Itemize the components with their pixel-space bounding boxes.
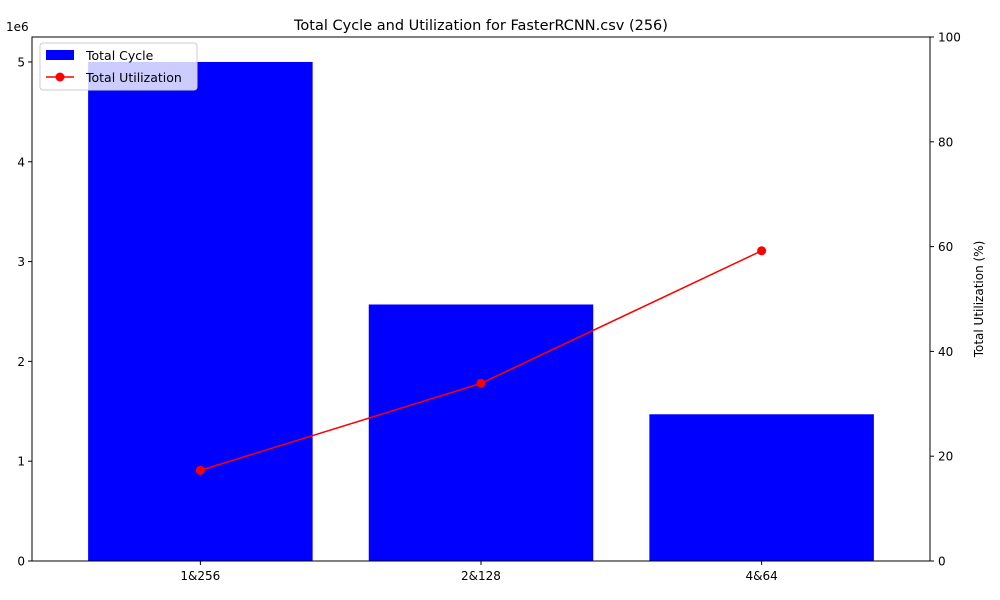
bar-total-cycle xyxy=(88,61,313,561)
right-axis-label: Total Utilization (%) xyxy=(972,241,986,359)
left-y-tick-label: 2 xyxy=(17,355,25,369)
x-tick-label: 4&64 xyxy=(745,569,777,583)
legend: Total Cycle Total Utilization xyxy=(39,42,198,91)
bars-layer xyxy=(88,61,874,561)
left-y-tick-label: 0 xyxy=(17,555,25,569)
left-y-tick-label: 4 xyxy=(17,155,25,169)
x-tick-label: 1&256 xyxy=(180,569,220,583)
line-layer xyxy=(195,246,767,475)
bar-total-cycle xyxy=(368,304,594,561)
legend-label-total-cycle: Total Cycle xyxy=(85,48,154,63)
right-y-tick-label: 60 xyxy=(938,240,953,254)
right-y-tick-label: 40 xyxy=(938,345,953,359)
right-y-tick-label: 100 xyxy=(938,31,961,45)
right-y-tick-label: 80 xyxy=(938,135,953,149)
x-axis: 1&256 2&128 4&64 xyxy=(180,561,778,583)
point-total-utilization xyxy=(476,378,486,388)
point-total-utilization xyxy=(195,465,205,475)
point-total-utilization xyxy=(757,246,767,256)
left-y-tick-label: 5 xyxy=(17,55,25,69)
x-tick-label: 2&128 xyxy=(461,569,501,583)
left-y-tick-label: 1 xyxy=(17,455,25,469)
left-y-axis: 0 1 2 3 4 5 xyxy=(17,55,32,569)
right-y-tick-label: 0 xyxy=(938,555,946,569)
legend-bar-swatch xyxy=(46,50,74,60)
bar-total-cycle xyxy=(649,414,874,561)
right-y-axis: 0 20 40 60 80 100 xyxy=(930,31,961,569)
right-y-tick-label: 20 xyxy=(938,450,953,464)
chart-title: Total Cycle and Utilization for FasterRC… xyxy=(293,18,668,34)
legend-marker-swatch xyxy=(55,72,65,82)
legend-box xyxy=(39,42,198,91)
left-axis-offset-text: 1e6 xyxy=(6,20,29,34)
left-y-tick-label: 3 xyxy=(17,255,25,269)
legend-label-total-utilization: Total Utilization xyxy=(85,70,182,85)
